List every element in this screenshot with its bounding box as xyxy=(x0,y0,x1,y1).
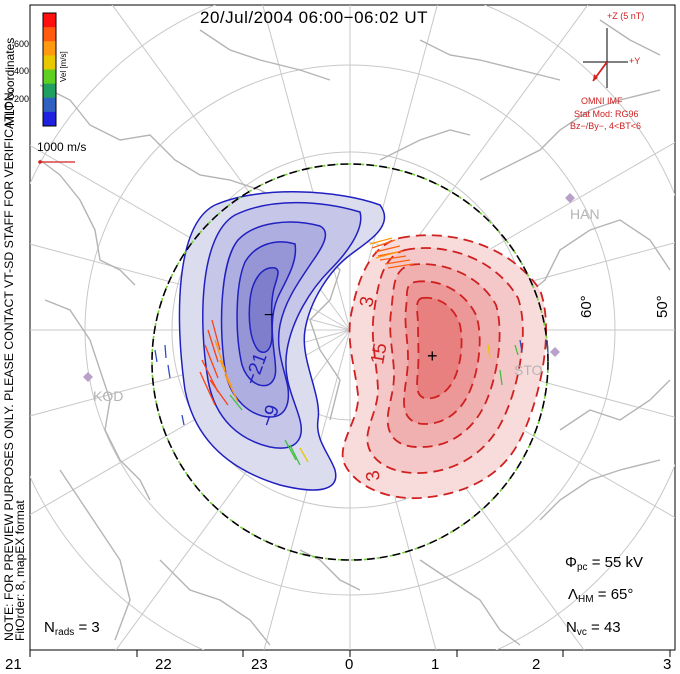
colorbar-band xyxy=(43,111,56,127)
contour-label-pos-3b: 3 xyxy=(362,469,385,483)
imf-clock-axes xyxy=(583,28,628,88)
latitude-label-50: 50° xyxy=(654,295,671,318)
contour-label-pos-3a: 3 xyxy=(356,295,379,309)
vector-count: Nvc = 43 xyxy=(566,619,621,638)
colorbar-band xyxy=(43,55,56,70)
radar-count: Nrads = 3 xyxy=(44,619,100,638)
mlt-axis-label-23: 23 xyxy=(251,656,268,673)
station-sto-marker xyxy=(550,347,560,357)
mlt-axis-label-0: 0 xyxy=(345,656,354,673)
station-han-label: HAN xyxy=(570,206,600,222)
fit-order-label: FitOrder: 8, mapEX format xyxy=(13,500,27,641)
station-kod-label: KOD xyxy=(93,388,124,404)
positive-cell-marker: + xyxy=(427,346,438,366)
colorbar-tick-600: 600 xyxy=(14,39,30,49)
colorbar-band xyxy=(43,83,56,99)
positive-cell xyxy=(341,234,547,500)
mlt-axis-ticks xyxy=(29,650,671,657)
imf-vector-head xyxy=(593,74,598,81)
velocity-colorbar xyxy=(43,13,56,127)
colorbar-frame xyxy=(42,12,57,127)
station-sto-label: STO xyxy=(514,362,543,378)
mlt-axis-label-2: 2 xyxy=(532,656,541,673)
imf-z-label: +Z (5 nT) xyxy=(607,11,645,21)
latitude-label-60: 60° xyxy=(578,295,595,318)
mlt-axis-label-22: 22 xyxy=(155,656,172,673)
station-markers xyxy=(83,193,575,382)
station-han-marker xyxy=(565,193,575,203)
reference-vector-label: 1000 m/s xyxy=(37,140,87,154)
colorbar-band xyxy=(43,97,56,113)
mlt-axis-label-3: 3 xyxy=(663,656,672,673)
colorbar-title: Vel [m/s] xyxy=(59,51,68,82)
map-title: 20/Jul/2004 06:00−06:02 UT xyxy=(200,8,429,27)
imf-omni-label: OMNI IMF xyxy=(581,96,623,106)
contour-label-pos-15: 15 xyxy=(367,341,391,365)
colorbar-tick-400: 400 xyxy=(14,66,30,76)
colorbar-band xyxy=(43,27,56,42)
mlt-axis-label-1: 1 xyxy=(431,656,440,673)
mlt-axis-label-21: 21 xyxy=(5,656,22,673)
imf-y-label: +Y xyxy=(629,56,641,66)
colorbar-band xyxy=(43,13,56,28)
imf-condition: Bz−/By−, 4<BT<6 xyxy=(570,121,642,131)
heppner-maynard-latitude: ΛHM = 65° xyxy=(568,586,634,605)
colorbar-tick-200: 200 xyxy=(14,94,30,104)
negative-cell xyxy=(178,191,386,491)
velocity-vectors xyxy=(154,237,549,466)
negative-cell-marker: − xyxy=(264,307,273,324)
colorbar-band xyxy=(43,69,56,85)
imf-stat-model: Stat Mod: RG96 xyxy=(574,109,639,119)
station-kod-marker xyxy=(83,372,93,382)
heppner-maynard-boundary-green xyxy=(151,163,549,561)
colorbar-band xyxy=(43,41,56,56)
cross-polar-potential: Φpc = 55 kV xyxy=(565,554,643,573)
reference-vector-origin xyxy=(38,160,42,164)
